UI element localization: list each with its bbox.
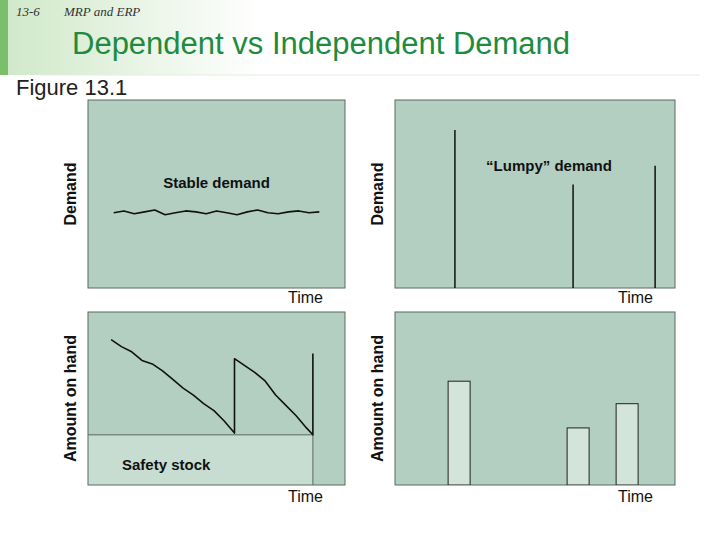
y-axis-label: Amount on hand: [62, 335, 79, 462]
y-axis-label: Amount on hand: [369, 335, 386, 462]
x-axis-label: Time: [288, 488, 323, 505]
inventory-bar: [567, 428, 589, 485]
texts: Safety stock Time Amount on hand: [62, 335, 323, 505]
demand-spike: [454, 130, 456, 288]
y-axis-label: Demand: [369, 162, 386, 225]
safety-stock-band: [88, 435, 313, 485]
demand-spike: [572, 185, 574, 288]
chart-panel: Time Amount on hand: [369, 312, 675, 505]
x-axis-label: Time: [618, 488, 653, 505]
data-line: [114, 210, 320, 215]
plot-area: [88, 100, 345, 288]
chart-panel: “Lumpy” demand Time Demand: [369, 100, 675, 306]
safety-stock-label: Safety stock: [122, 456, 211, 473]
marks: [455, 130, 655, 288]
texts: Stable demand Time Demand: [62, 162, 323, 306]
x-axis-label: Time: [618, 289, 653, 306]
chart-panel: Stable demand Time Demand: [62, 100, 345, 306]
figure-label: Figure 13.1: [16, 75, 127, 100]
marks: [114, 210, 320, 215]
plot-area: [395, 100, 675, 288]
chart-panel: Safety stock Time Amount on hand: [62, 312, 345, 505]
slide: 13-6 MRP and ERP Dependent vs Independent …: [0, 0, 720, 540]
inventory-bar: [448, 381, 470, 485]
section-name: MRP and ERP: [63, 4, 140, 19]
header-accent: [0, 0, 8, 75]
slide-title: Dependent vs Independent Demand: [72, 26, 570, 61]
annotation: “Lumpy” demand: [486, 157, 612, 174]
marks: [88, 340, 313, 485]
header-rule: [40, 75, 700, 76]
plot-area: [88, 312, 345, 485]
y-axis-label: Demand: [62, 162, 79, 225]
inventory-bar: [616, 404, 638, 485]
marks: [448, 381, 638, 485]
annotation: Stable demand: [163, 174, 270, 191]
texts: “Lumpy” demand Time Demand: [369, 157, 653, 306]
page-number: 13-6: [16, 4, 40, 19]
plot-area: [395, 312, 675, 485]
data-line: [111, 340, 313, 435]
x-axis-label: Time: [288, 289, 323, 306]
texts: Time Amount on hand: [369, 335, 653, 505]
demand-spike: [654, 166, 656, 288]
